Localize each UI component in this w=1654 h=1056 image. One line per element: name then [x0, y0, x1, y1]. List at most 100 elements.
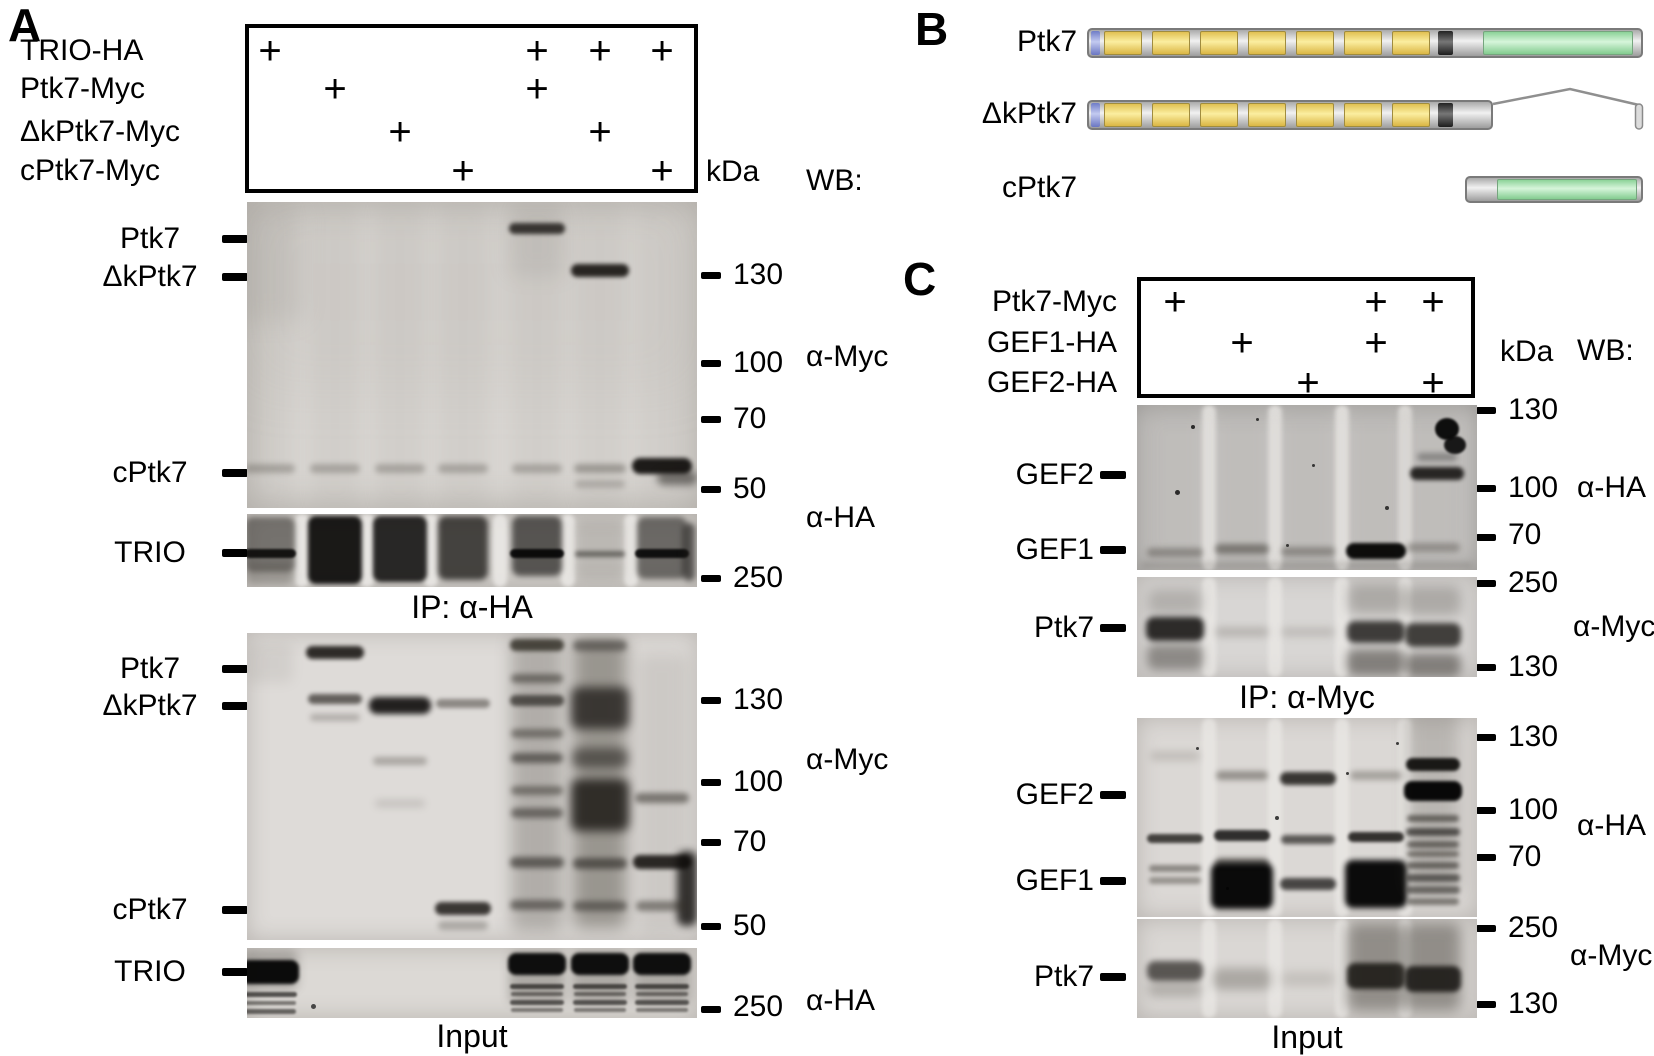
label-tick	[222, 906, 248, 914]
band	[1149, 864, 1201, 872]
band	[295, 514, 309, 587]
plus-sign: +	[388, 110, 412, 154]
marker-tick	[701, 697, 721, 704]
band	[247, 202, 697, 392]
cptk7-domain-bar	[1465, 176, 1643, 203]
band	[657, 471, 697, 485]
yel-domain-segment	[1344, 31, 1382, 55]
band	[1211, 863, 1273, 909]
panel-a-letter: A	[8, 0, 42, 51]
band	[637, 517, 687, 579]
band	[1348, 584, 1404, 614]
band	[509, 222, 565, 234]
band	[1146, 617, 1204, 641]
row-label-trio-ha: TRIO-HA	[20, 34, 144, 67]
plus-sign: +	[1163, 280, 1187, 324]
plus-sign: +	[650, 29, 674, 73]
band	[511, 808, 563, 818]
band	[373, 516, 427, 582]
row-label-gef1-ha: GEF1-HA	[986, 326, 1117, 359]
band	[635, 983, 689, 989]
band	[310, 1003, 316, 1009]
band	[572, 748, 628, 768]
band	[1335, 919, 1349, 1018]
band	[435, 901, 491, 915]
band	[574, 463, 626, 473]
yel-domain-segment	[1296, 103, 1334, 127]
marker-tick	[1476, 407, 1496, 414]
band	[1268, 405, 1282, 570]
band	[624, 514, 638, 587]
antibody-label-myc: α-Myc	[806, 340, 889, 373]
band	[247, 1008, 296, 1014]
label-tick	[222, 235, 248, 243]
band	[573, 901, 627, 911]
band	[511, 728, 563, 738]
band	[677, 850, 697, 926]
band	[424, 514, 438, 587]
band	[1385, 506, 1389, 510]
band	[1281, 834, 1335, 844]
label-tick	[1100, 877, 1126, 885]
marker-tick	[701, 360, 721, 367]
plus-sign: +	[451, 149, 475, 193]
panel-c-kda-label: kDa	[1500, 335, 1554, 368]
marker-tick	[1476, 807, 1496, 814]
plus-sign: +	[1364, 321, 1388, 365]
marker-tick	[701, 416, 721, 423]
band	[1281, 972, 1335, 986]
row-label-cptk7-myc: cPtk7-Myc	[20, 154, 161, 187]
band-label-trio-input: TRIO	[114, 955, 186, 988]
panel-a-wb-label: WB:	[806, 164, 863, 197]
band	[1280, 878, 1336, 890]
blot-a-input-anti-ha	[247, 948, 697, 1018]
band-label-ptk7-c: Ptk7	[1033, 611, 1094, 644]
plus-sign: +	[525, 29, 549, 73]
yel-domain-segment	[1152, 103, 1190, 127]
marker-130b-c: 130	[1508, 650, 1559, 683]
band	[1406, 757, 1460, 771]
band	[575, 551, 625, 557]
ptk7-domain-bar	[1087, 28, 1643, 58]
panel-a-lane-box	[245, 24, 698, 193]
marker-tick	[701, 575, 721, 582]
band	[247, 548, 296, 558]
panel-c-lane-box	[1137, 277, 1475, 398]
band	[1147, 833, 1203, 843]
band	[1405, 623, 1461, 647]
band	[511, 785, 563, 795]
tm-domain-segment	[1438, 31, 1453, 55]
band	[1407, 861, 1459, 869]
band	[247, 516, 295, 572]
band	[1407, 851, 1459, 857]
marker-tick	[1476, 664, 1496, 671]
plus-sign: +	[525, 67, 549, 111]
band	[1407, 897, 1459, 905]
band	[1191, 425, 1195, 429]
band	[493, 514, 507, 587]
band	[513, 202, 561, 508]
label-tick	[222, 549, 248, 557]
band	[247, 991, 297, 997]
row-label-ptk7-myc: Ptk7-Myc	[20, 72, 146, 105]
band	[373, 757, 427, 765]
band	[1350, 770, 1402, 780]
band	[510, 900, 564, 910]
band	[1149, 876, 1201, 884]
band-label-ptk7: Ptk7	[119, 222, 181, 255]
band	[571, 687, 629, 729]
band-label-ptk7-c-input: Ptk7	[1033, 960, 1094, 993]
label-tick	[222, 702, 248, 710]
construct-label-cptk7: cPtk7	[1001, 171, 1077, 204]
label-tick	[1100, 973, 1126, 981]
panel-a-kda-label: kDa	[706, 155, 760, 188]
blot-a-input-anti-myc	[247, 633, 697, 940]
band	[310, 463, 360, 473]
band	[1335, 577, 1349, 677]
band	[375, 463, 425, 473]
band-label-gef2: GEF2	[1015, 458, 1094, 491]
band	[512, 463, 562, 473]
band	[510, 548, 564, 558]
band	[1142, 562, 1472, 568]
